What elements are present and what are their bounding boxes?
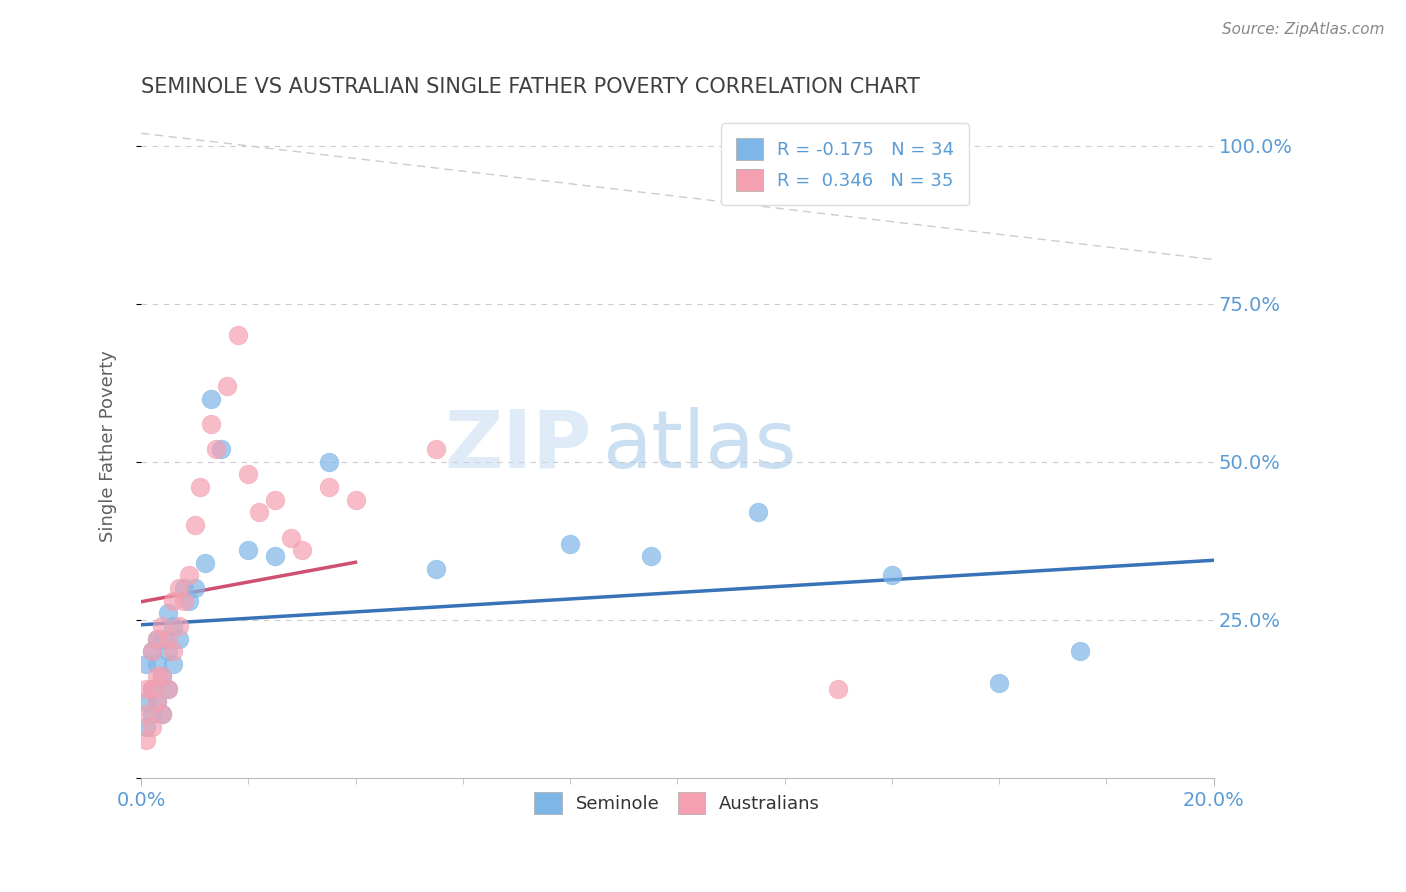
Point [179,593,201,607]
Point [264,492,287,507]
Point [183,581,205,595]
Text: atlas: atlas [602,407,797,485]
Point [152,632,174,646]
Point [640,549,662,564]
Point [156,632,179,646]
Point [141,644,163,658]
Point [167,581,190,595]
Point [200,392,222,406]
Point [141,707,163,722]
Text: Source: ZipAtlas.com: Source: ZipAtlas.com [1222,22,1385,37]
Point [291,543,314,558]
Point [183,517,205,532]
Point [152,707,174,722]
Point [880,568,903,582]
Point [141,682,163,697]
Point [226,328,249,343]
Point [146,632,169,646]
Point [141,644,163,658]
Point [146,695,169,709]
Point [135,732,157,747]
Point [205,442,228,456]
Point [156,607,179,621]
Point [135,707,157,722]
Y-axis label: Single Father Poverty: Single Father Poverty [100,350,117,541]
Point [152,707,174,722]
Point [167,619,190,633]
Point [247,505,270,519]
Point [162,644,184,658]
Point [179,568,201,582]
Point [173,581,195,595]
Point [135,720,157,734]
Text: SEMINOLE VS AUSTRALIAN SINGLE FATHER POVERTY CORRELATION CHART: SEMINOLE VS AUSTRALIAN SINGLE FATHER POV… [141,78,920,97]
Point [146,669,169,683]
Point [988,675,1011,690]
Point [167,632,190,646]
Point [425,562,447,576]
Point [141,682,163,697]
Legend: Seminole, Australians: Seminole, Australians [527,785,828,822]
Point [318,455,340,469]
Point [141,720,163,734]
Text: ZIP: ZIP [444,407,592,485]
Point [152,619,174,633]
Point [425,442,447,456]
Point [162,593,184,607]
Point [344,492,367,507]
Point [152,669,174,683]
Point [827,682,849,697]
Point [238,543,260,558]
Point [194,556,217,570]
Point [173,593,195,607]
Point [280,531,302,545]
Point [146,632,169,646]
Point [135,657,157,671]
Point [162,657,184,671]
Point [162,619,184,633]
Point [156,682,179,697]
Point [215,379,238,393]
Point [558,537,581,551]
Point [152,669,174,683]
Point [209,442,232,456]
Point [188,480,211,494]
Point [318,480,340,494]
Point [156,682,179,697]
Point [156,644,179,658]
Point [135,695,157,709]
Point [146,695,169,709]
Point [238,467,260,482]
Point [1069,644,1091,658]
Point [200,417,222,431]
Point [135,682,157,697]
Point [747,505,769,519]
Point [264,549,287,564]
Point [146,657,169,671]
